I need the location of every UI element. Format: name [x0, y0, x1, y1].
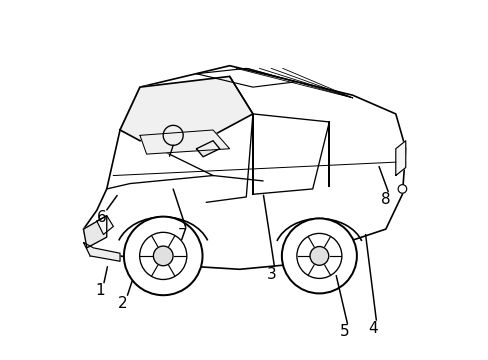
Text: 7: 7: [178, 228, 187, 243]
Text: 5: 5: [339, 324, 348, 339]
Polygon shape: [97, 216, 113, 234]
Polygon shape: [120, 76, 252, 141]
Polygon shape: [395, 141, 405, 176]
Circle shape: [123, 217, 202, 295]
Text: 3: 3: [266, 267, 276, 282]
Polygon shape: [196, 141, 219, 157]
Circle shape: [281, 219, 356, 293]
Text: 2: 2: [118, 296, 127, 311]
Text: 6: 6: [97, 210, 106, 225]
Polygon shape: [83, 216, 106, 248]
Text: 8: 8: [380, 192, 389, 207]
Text: 4: 4: [367, 321, 377, 336]
Text: 1: 1: [95, 283, 104, 298]
Circle shape: [397, 185, 406, 193]
Circle shape: [153, 246, 173, 266]
Polygon shape: [83, 243, 120, 261]
Circle shape: [309, 247, 328, 265]
Polygon shape: [140, 130, 229, 154]
Polygon shape: [83, 66, 405, 269]
